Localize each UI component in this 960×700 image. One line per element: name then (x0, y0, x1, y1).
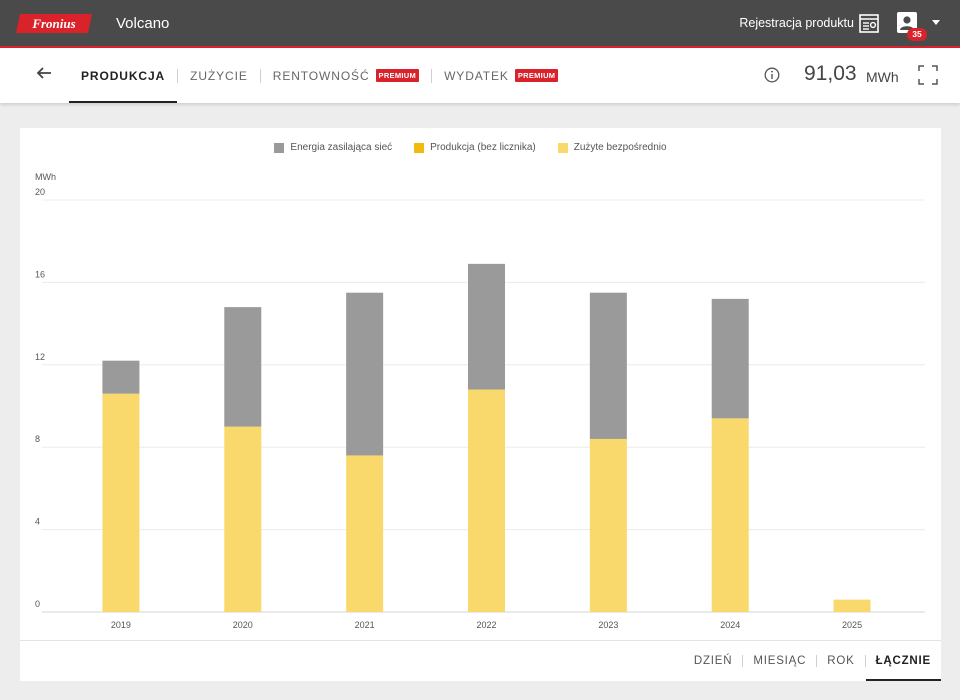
chevron-down-icon[interactable] (932, 20, 940, 25)
range-day-button[interactable]: DZIEŃ (684, 641, 743, 681)
fullscreen-icon[interactable] (918, 65, 938, 85)
legend-swatch (557, 142, 568, 153)
legend-item-production-no-meter[interactable]: Produkcja (bez licznika) (414, 142, 536, 153)
range-label: ŁĄCZNIE (875, 655, 931, 667)
x-tick-label: 2021 (355, 620, 375, 630)
x-tick-label: 2019 (111, 620, 131, 630)
total-production-unit: MWh (866, 69, 899, 85)
legend-label: Zużyte bezpośrednio (573, 142, 667, 153)
premium-badge: PREMIUM (514, 69, 559, 82)
range-month-button[interactable]: MIESIĄC (743, 641, 816, 681)
tab-label: RENTOWNOŚĆ (272, 68, 370, 83)
chart-legend: Energia zasilająca sieć Produkcja (bez l… (20, 142, 941, 153)
legend-swatch (414, 142, 425, 153)
range-separator (864, 655, 866, 667)
production-chart: MWh 0 4 8 12 16 20 2019 2020 2021 2022 2023 2024 2025 (35, 172, 925, 630)
tab-label: ZUŻYCIE (190, 68, 248, 83)
tab-label: WYDATEK (444, 68, 509, 83)
bar-segment-2023-2 (589, 292, 627, 439)
back-arrow-icon[interactable] (36, 65, 52, 81)
premium-badge: PREMIUM (375, 69, 420, 82)
x-tick-label: 2022 (476, 620, 496, 630)
tab-separator (177, 68, 179, 83)
register-product-link[interactable]: Rejestracja produktu (739, 16, 854, 30)
bar-segment-2021-2 (346, 292, 384, 456)
y-tick-label: 4 (35, 517, 40, 527)
header-accent-line (0, 46, 960, 48)
legend-label: Produkcja (bez licznika) (430, 142, 536, 153)
nav-bar: PRODUKCJA ZUŻYCIE RENTOWNOŚĆ PREMIUM WYD… (0, 48, 960, 103)
tab-list: PRODUKCJA ZUŻYCIE RENTOWNOŚĆ PREMIUM WYD… (69, 48, 570, 103)
tab-wydatek[interactable]: WYDATEK PREMIUM (432, 48, 570, 103)
bar-segment-2022-2 (468, 263, 505, 390)
range-separator (742, 655, 744, 667)
bar-segment-2019-0 (102, 393, 140, 612)
brand-text: Fronius (31, 16, 75, 31)
site-name[interactable]: Volcano (116, 15, 170, 32)
fronius-logo[interactable]: Fronius (14, 13, 94, 34)
legend-label: Energia zasilająca sieć (290, 142, 393, 153)
info-icon[interactable] (764, 67, 780, 83)
range-selector: DZIEŃ MIESIĄC ROK ŁĄCZNIE (684, 641, 942, 681)
y-tick-label: 8 (35, 434, 40, 444)
bar-segment-2020-2 (224, 307, 262, 427)
bar-segment-2019-2 (102, 360, 140, 394)
y-tick-label: 16 (35, 269, 45, 279)
range-separator (816, 655, 818, 667)
x-tick-label: 2025 (842, 620, 862, 630)
range-total-button[interactable]: ŁĄCZNIE (865, 641, 942, 681)
bar-segment-2020-0 (224, 426, 262, 612)
range-label: DZIEŃ (693, 655, 733, 667)
bar-segment-2025-0 (833, 599, 871, 612)
tab-separator (259, 68, 261, 83)
legend-swatch (274, 142, 285, 153)
tab-separator (431, 68, 433, 83)
tab-label: PRODUKCJA (81, 68, 166, 83)
total-production-value: 91,03 (804, 62, 857, 85)
bar-segment-2024-0 (711, 418, 749, 612)
chart-card: Energia zasilająca sieć Produkcja (bez l… (20, 128, 942, 681)
legend-item-direct-consumption[interactable]: Zużyte bezpośrednio (557, 142, 667, 153)
top-bar: Fronius Volcano Rejestracja produktu 35 (0, 0, 960, 46)
y-tick-label: 0 (35, 599, 40, 609)
range-year-button[interactable]: ROK (817, 641, 864, 681)
bar-segment-2021-0 (346, 455, 384, 612)
bar-segment-2024-2 (711, 298, 749, 419)
notification-badge: 35 (907, 28, 927, 41)
y-axis-unit-label: MWh (35, 172, 56, 182)
x-tick-label: 2020 (233, 620, 253, 630)
x-tick-label: 2024 (720, 620, 740, 630)
y-tick-label: 12 (35, 352, 45, 362)
bar-segment-2023-0 (589, 438, 627, 612)
y-tick-label: 20 (35, 187, 45, 197)
tab-zuzycie[interactable]: ZUŻYCIE (178, 48, 260, 103)
card-divider (20, 640, 941, 641)
tab-rentownosc[interactable]: RENTOWNOŚĆ PREMIUM (261, 48, 431, 103)
register-product-icon[interactable] (859, 14, 879, 33)
range-label: MIESIĄC (753, 655, 807, 667)
tab-produkcja[interactable]: PRODUKCJA (69, 48, 178, 103)
legend-item-grid-feed[interactable]: Energia zasilająca sieć (274, 142, 392, 153)
x-tick-label: 2023 (598, 620, 618, 630)
range-label: ROK (827, 655, 855, 667)
bar-segment-2022-0 (468, 389, 505, 612)
